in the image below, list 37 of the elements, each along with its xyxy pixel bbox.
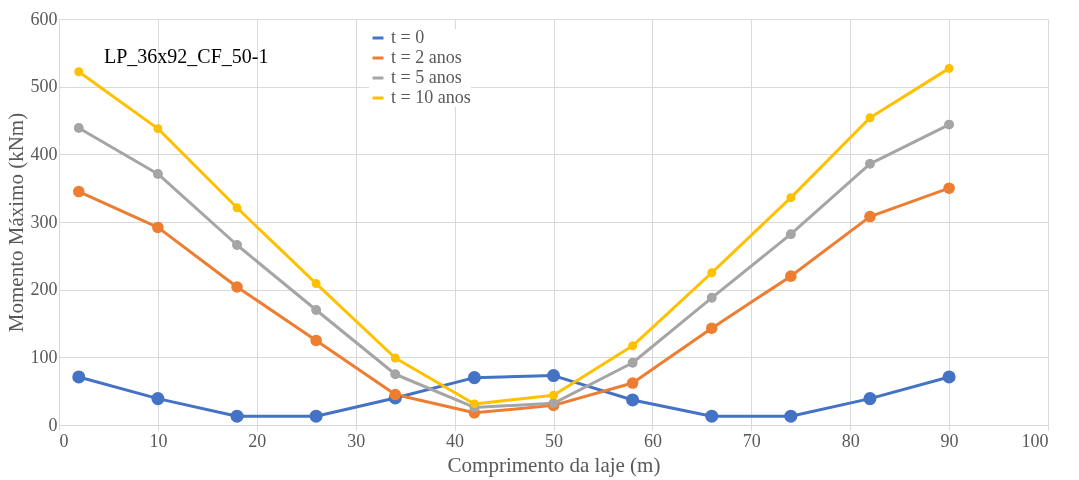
x-tick-label: 20 <box>248 430 267 451</box>
x-tick-label: 100 <box>1021 430 1049 451</box>
y-tick-label: 300 <box>30 211 58 232</box>
y-tick-label: 600 <box>30 8 58 29</box>
y-tick-label: 400 <box>30 143 58 164</box>
x-tick-label: 60 <box>643 430 662 451</box>
legend-label: t = 5 anos <box>391 67 462 87</box>
y-tick-label: 100 <box>30 346 58 367</box>
point <box>153 124 163 134</box>
point <box>311 279 321 289</box>
point <box>74 67 84 77</box>
x-tick-label: 90 <box>940 430 959 451</box>
x-axis-title: Comprimento da laje (m) <box>447 452 661 477</box>
legend-label: t = 10 anos <box>391 87 471 107</box>
point <box>786 193 796 203</box>
point <box>549 390 558 400</box>
point <box>865 113 875 123</box>
legend-label: t = 0 <box>391 27 425 47</box>
point <box>390 353 400 363</box>
point <box>232 240 242 250</box>
point <box>152 169 163 179</box>
annotation: LP_36x92_CF_50-1 <box>104 45 269 67</box>
legend-label: t = 2 anos <box>391 47 462 67</box>
y-tick-label: 0 <box>48 414 58 435</box>
point <box>232 203 242 213</box>
x-tick-label: 40 <box>446 430 465 451</box>
y-tick-label: 200 <box>30 279 58 300</box>
x-tick-label: 80 <box>841 430 860 451</box>
y-tick-label: 500 <box>30 76 58 97</box>
point <box>944 63 954 73</box>
x-tick-label: 10 <box>149 430 168 451</box>
point <box>707 268 717 278</box>
y-axis-title: Momento Máximo (kNm) <box>3 112 28 333</box>
x-tick-label: 50 <box>545 430 563 451</box>
point <box>628 341 638 351</box>
x-tick-label: 30 <box>347 430 366 451</box>
x-tick-label: 70 <box>742 430 761 451</box>
